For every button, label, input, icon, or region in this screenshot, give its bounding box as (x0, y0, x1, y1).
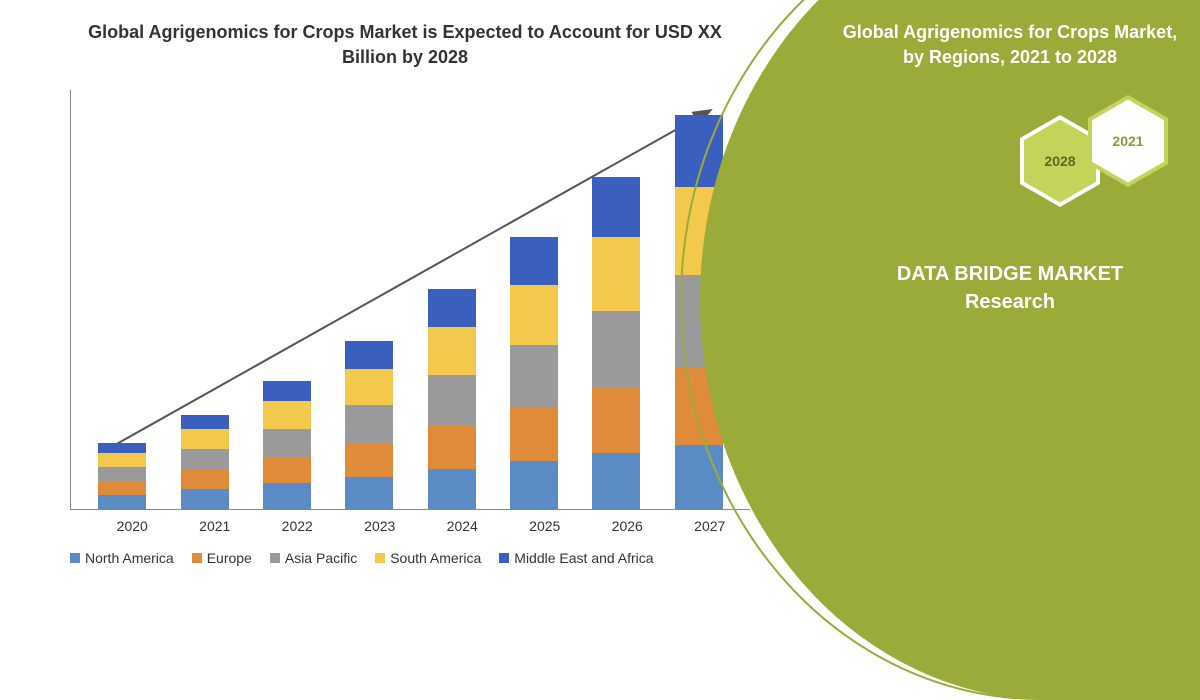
x-axis-label: 2024 (438, 518, 486, 534)
bar-segment (263, 457, 311, 483)
bar-segment (345, 341, 393, 369)
bar-segment (510, 345, 558, 407)
x-axis-label: 2025 (521, 518, 569, 534)
bar (263, 381, 311, 509)
legend-label: Middle East and Africa (514, 550, 653, 566)
bar-segment (98, 495, 146, 509)
x-axis-labels: 2020 2021 2022 2023 2024 2025 2026 2027 (81, 518, 761, 534)
legend-item: South America (375, 550, 481, 566)
chart-legend: North America Europe Asia Pacific South Ame… (70, 550, 750, 566)
legend-item: Middle East and Africa (499, 550, 653, 566)
x-axis-label: 2021 (191, 518, 239, 534)
brand-line-1: DATA BRIDGE MARKET (897, 263, 1123, 285)
brand-line-2: Research (965, 291, 1055, 313)
right-panel-title: Global Agrigenomics for Crops Market, by… (840, 20, 1180, 70)
hexagon-inner: 2021 (1092, 100, 1164, 183)
bar (592, 177, 640, 509)
bar-segment (428, 469, 476, 509)
bar (345, 341, 393, 509)
right-panel: Global Agrigenomics for Crops Market, by… (780, 0, 1200, 600)
bar-segment (510, 285, 558, 345)
bar-segment (98, 481, 146, 495)
bar-segment (181, 449, 229, 469)
bar-segment (592, 311, 640, 387)
chart-title: Global Agrigenomics for Crops Market is … (60, 20, 750, 70)
bar-segment (98, 467, 146, 481)
legend-label: North America (85, 550, 174, 566)
bar-segment (263, 483, 311, 509)
bar-segment (181, 429, 229, 449)
legend-swatch (270, 553, 280, 563)
bar-segment (263, 401, 311, 429)
bar (510, 237, 558, 509)
bar (98, 443, 146, 509)
bar-segment (181, 469, 229, 489)
bar-segment (98, 453, 146, 467)
bars-container (71, 90, 750, 509)
bar-segment (345, 369, 393, 405)
legend-swatch (375, 553, 385, 563)
legend-swatch (70, 553, 80, 563)
x-axis-label: 2022 (273, 518, 321, 534)
bar-segment (263, 429, 311, 457)
legend-label: Asia Pacific (285, 550, 357, 566)
bar-segment (428, 327, 476, 375)
bar-segment (510, 237, 558, 285)
x-axis-label: 2020 (108, 518, 156, 534)
x-axis-label: 2027 (686, 518, 734, 534)
bar-segment (592, 177, 640, 237)
bar-segment (428, 289, 476, 327)
bar-segment (592, 387, 640, 453)
bar-segment (181, 489, 229, 509)
bar-segment (345, 477, 393, 509)
chart-panel: Global Agrigenomics for Crops Market is … (0, 0, 780, 600)
x-axis-label: 2026 (603, 518, 651, 534)
bar (181, 415, 229, 509)
chart-plot-area: 20202021202220232024202520262027 (70, 90, 750, 510)
legend-item: North America (70, 550, 174, 566)
x-axis-label: 2023 (356, 518, 404, 534)
legend-swatch (499, 553, 509, 563)
bar-segment (510, 461, 558, 509)
hexagon-inner: 2028 (1024, 120, 1096, 203)
bar-segment (181, 415, 229, 429)
brand-text: DATA BRIDGE MARKET Research (860, 260, 1160, 316)
legend-label: South America (390, 550, 481, 566)
bar-segment (428, 375, 476, 425)
bar-segment (592, 453, 640, 509)
bar-segment (345, 405, 393, 443)
bar-segment (510, 407, 558, 461)
legend-item: Europe (192, 550, 252, 566)
bar (428, 289, 476, 509)
bar-segment (98, 443, 146, 453)
legend-label: Europe (207, 550, 252, 566)
bar-segment (592, 237, 640, 311)
legend-swatch (192, 553, 202, 563)
bar-segment (345, 443, 393, 477)
bar-segment (428, 425, 476, 469)
legend-item: Asia Pacific (270, 550, 357, 566)
bar-segment (263, 381, 311, 401)
